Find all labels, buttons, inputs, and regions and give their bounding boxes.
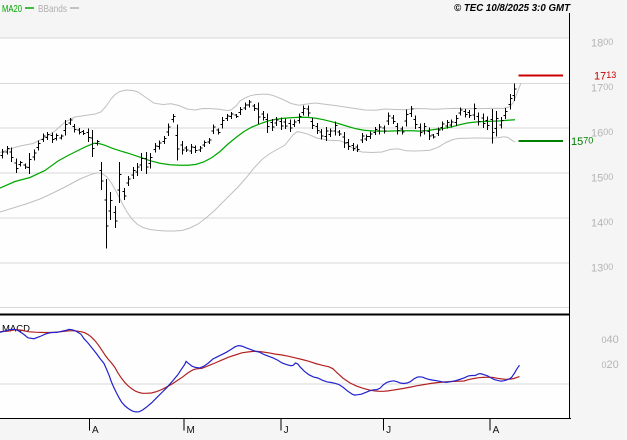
svg-text:A: A	[92, 425, 99, 436]
svg-text:M: M	[187, 425, 195, 436]
svg-text:1800: 1800	[591, 37, 613, 50]
svg-text:1400: 1400	[591, 217, 613, 230]
svg-text:MACD: MACD	[2, 324, 30, 335]
svg-text:A: A	[493, 425, 500, 436]
svg-text:© TEC 10/8/2025 3:0 GMT: © TEC 10/8/2025 3:0 GMT	[454, 2, 571, 14]
svg-text:040: 040	[602, 334, 619, 346]
svg-text:J: J	[386, 425, 391, 436]
svg-text:1300: 1300	[591, 262, 613, 275]
svg-text:BBands: BBands	[38, 3, 67, 15]
svg-text:1600: 1600	[591, 127, 613, 140]
svg-text:1713: 1713	[594, 70, 616, 83]
svg-text:1700: 1700	[591, 82, 613, 95]
svg-text:1570: 1570	[571, 136, 593, 149]
svg-text:J: J	[284, 425, 289, 436]
svg-text:1500: 1500	[591, 172, 613, 185]
svg-text:020: 020	[602, 359, 619, 371]
svg-text:MA20: MA20	[2, 3, 22, 15]
